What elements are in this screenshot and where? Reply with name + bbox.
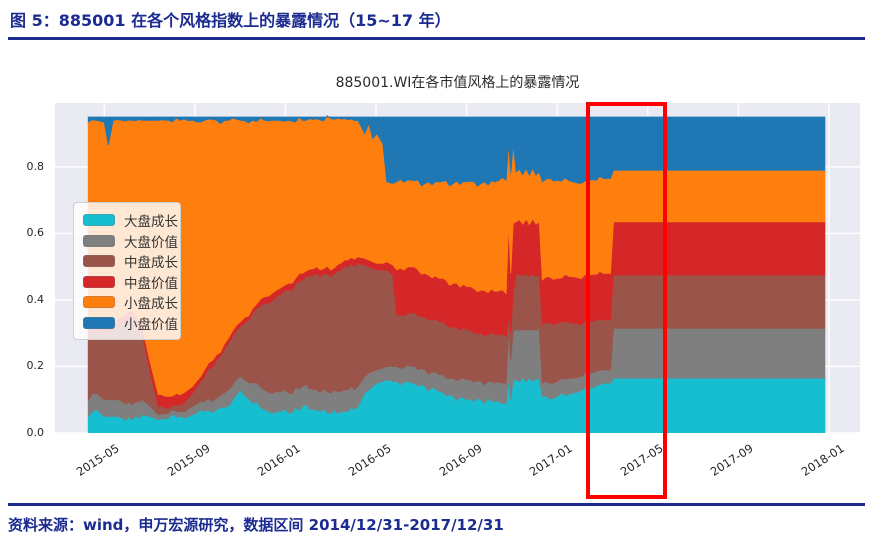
figure-caption-title: 图 5：885001 在各个风格指数上的暴露情况（15~17 年） (10, 11, 451, 30)
y-tick-label: 0.8 (26, 159, 45, 173)
x-tick-label: 2018-01 (798, 441, 847, 479)
legend-swatch (83, 214, 115, 227)
legend-label: 小盘成长 (124, 296, 178, 313)
y-tick-label: 0.6 (26, 226, 45, 240)
legend-label: 中盘价值 (124, 275, 178, 292)
legend-item: 中盘成长 (83, 251, 178, 272)
y-tick-label: 0.2 (26, 359, 45, 373)
legend-item: 小盘成长 (83, 292, 178, 313)
plot-area (55, 103, 860, 434)
x-tick-label: 2016-05 (345, 441, 394, 479)
legend-swatch (83, 316, 115, 329)
x-tick-label: 2016-01 (255, 441, 304, 479)
legend: 大盘成长大盘价值中盘成长中盘价值小盘成长小盘价值 (73, 202, 181, 340)
legend-label: 大盘价值 (124, 234, 178, 251)
legend-swatch (83, 234, 115, 247)
area-band-5 (87, 115, 826, 187)
source-rule (8, 503, 865, 506)
stacked-area-chart (55, 103, 860, 434)
legend-item: 大盘价值 (83, 231, 178, 252)
header-rule (8, 37, 865, 40)
chart-title: 885001.WI在各市值风格上的暴露情况 (335, 75, 580, 91)
legend-label: 中盘成长 (124, 255, 178, 272)
highlight-box (585, 102, 668, 499)
legend-swatch (83, 255, 115, 268)
x-tick-label: 2017-01 (526, 441, 575, 479)
legend-item: 大盘成长 (83, 210, 178, 231)
legend-swatch (83, 296, 115, 309)
legend-swatch (83, 275, 115, 288)
x-tick-label: 2016-09 (436, 441, 485, 479)
legend-item: 小盘价值 (83, 313, 178, 334)
legend-label: 大盘成长 (124, 214, 178, 231)
y-tick-label: 0.4 (26, 292, 45, 306)
x-tick-label: 2015-05 (73, 441, 122, 479)
legend-label: 小盘价值 (124, 316, 178, 333)
y-tick-label: 0.0 (26, 426, 45, 439)
source-note: 资料来源：wind，申万宏源研究，数据区间 2014/12/31-2017/12… (8, 516, 504, 534)
x-tick-label: 2017-09 (708, 441, 757, 479)
x-tick-label: 2015-09 (164, 441, 213, 479)
legend-item: 中盘价值 (83, 272, 178, 293)
